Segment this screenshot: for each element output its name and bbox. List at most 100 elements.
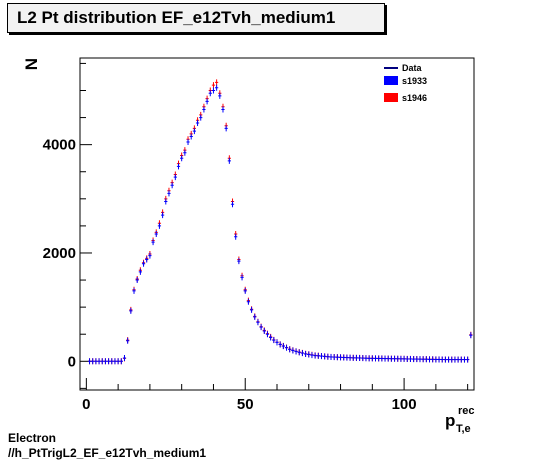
x-tick-label: 100	[392, 396, 417, 413]
marker-s1933	[396, 355, 400, 362]
y-tick-label: 0	[68, 353, 76, 370]
marker-s1933	[189, 133, 193, 140]
marker-s1933	[303, 350, 308, 357]
marker-s1933	[116, 358, 120, 365]
marker-s1946	[211, 82, 216, 89]
marker-s1933	[345, 354, 349, 361]
marker-s1933	[462, 356, 467, 363]
marker-s1933	[119, 358, 123, 365]
marker-s1933	[148, 252, 152, 259]
marker-s1933	[122, 355, 127, 362]
marker-s1933	[221, 106, 225, 113]
marker-s1933	[113, 358, 117, 365]
marker-s1933	[91, 358, 95, 365]
data-markers	[87, 79, 473, 365]
marker-s1933	[380, 355, 384, 362]
marker-s1933	[437, 356, 441, 363]
marker-s1933	[199, 114, 203, 121]
marker-s1933	[240, 274, 244, 281]
legend-s1946-box	[384, 93, 398, 102]
marker-s1933	[291, 347, 295, 354]
legend-data-label: Data	[402, 63, 423, 73]
x-axis-title-main: p	[445, 411, 455, 430]
marker-s1933	[402, 355, 406, 362]
marker-s1933	[237, 258, 241, 265]
marker-s1933	[94, 358, 98, 365]
marker-s1933	[100, 358, 104, 365]
marker-s1933	[469, 332, 473, 339]
marker-s1933	[297, 349, 301, 356]
marker-s1946	[215, 79, 219, 86]
marker-s1933	[259, 324, 263, 331]
marker-s1933	[205, 98, 209, 105]
marker-s1933	[132, 287, 136, 294]
marker-s1933	[466, 356, 470, 363]
marker-s1933	[129, 307, 133, 314]
footer-histogram-path: //h_PtTrigL2_EF_e12Tvh_medium1	[8, 446, 207, 460]
marker-s1933	[183, 149, 187, 156]
marker-s1933	[351, 354, 355, 361]
marker-s1933	[446, 356, 451, 363]
x-tick-label: 0	[82, 396, 90, 413]
marker-s1933	[364, 355, 368, 362]
marker-s1933	[106, 358, 111, 365]
footer-label: Electron	[8, 431, 57, 445]
marker-s1933	[443, 356, 448, 363]
marker-s1933	[176, 163, 181, 170]
marker-s1933	[234, 233, 238, 240]
marker-s1933	[157, 222, 162, 229]
marker-s1933	[405, 355, 409, 362]
marker-s1933	[195, 119, 200, 126]
marker-s1933	[161, 212, 165, 219]
marker-s1933	[265, 331, 270, 338]
marker-s1933	[367, 355, 371, 362]
marker-s1933	[110, 358, 114, 365]
x-axis-title-sup: rec	[458, 405, 475, 417]
marker-s1933	[392, 355, 397, 362]
marker-s1933	[313, 352, 317, 359]
marker-s1933	[370, 355, 374, 362]
marker-s1933	[275, 339, 279, 346]
marker-s1933	[373, 355, 378, 362]
marker-s1933	[180, 155, 184, 162]
marker-s1933	[103, 358, 108, 365]
legend-s1946-label: s1946	[402, 93, 427, 103]
marker-s1933	[278, 341, 282, 348]
y-axis: 0 2000 4000	[43, 62, 92, 389]
marker-s1933	[164, 198, 168, 205]
marker-s1933	[307, 351, 311, 358]
marker-s1933	[243, 287, 247, 294]
marker-s1933	[335, 354, 339, 361]
marker-s1933	[329, 353, 333, 360]
y-tick-label: 2000	[43, 245, 76, 262]
legend-s1933-box	[384, 76, 398, 85]
marker-s1933	[224, 125, 228, 132]
marker-s1933	[97, 358, 101, 365]
legend-s1933-label: s1933	[402, 76, 427, 86]
marker-s1933	[141, 260, 146, 267]
marker-s1933	[249, 306, 254, 313]
marker-s1933	[459, 356, 463, 363]
marker-s1933	[246, 298, 251, 305]
marker-s1933	[361, 355, 365, 362]
marker-s1933	[186, 138, 190, 145]
marker-s1933	[421, 356, 425, 363]
marker-s1933	[170, 182, 174, 189]
marker-s1933	[284, 344, 289, 351]
marker-s1933	[377, 355, 381, 362]
marker-s1933	[412, 356, 416, 363]
marker-s1933	[135, 277, 139, 284]
marker-s1933	[262, 327, 266, 334]
x-tick-label: 50	[237, 396, 254, 413]
marker-s1933	[332, 354, 336, 361]
marker-s1933	[319, 353, 324, 360]
series-s1946	[87, 79, 473, 365]
marker-s1933	[256, 319, 260, 326]
marker-s1933	[434, 356, 438, 363]
marker-s1933	[450, 356, 454, 363]
marker-s1933	[456, 356, 460, 363]
marker-s1933	[431, 356, 435, 363]
marker-s1933	[211, 87, 216, 94]
marker-s1933	[453, 356, 457, 363]
marker-s1933	[348, 354, 352, 361]
